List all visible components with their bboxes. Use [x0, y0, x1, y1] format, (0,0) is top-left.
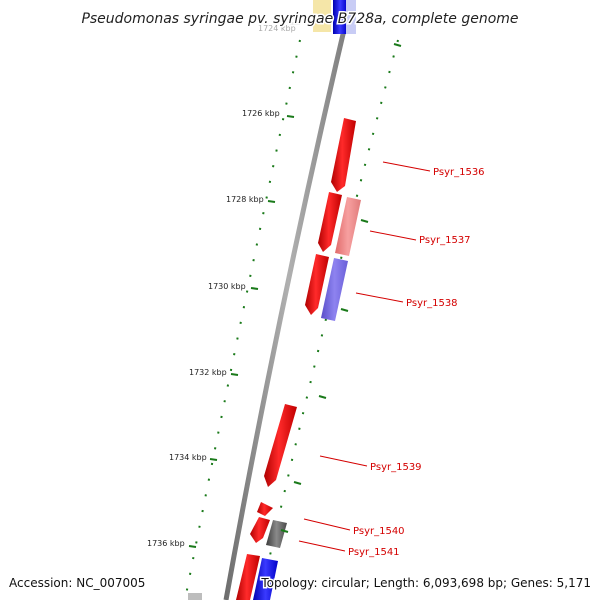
gene-label-psyr-1540: Psyr_1540 [353, 526, 405, 537]
gene-label-psyr-1538: Psyr_1538 [406, 298, 458, 309]
tick-1736: 1736 kbp [147, 539, 197, 548]
tick-label-1732: 1732 kbp [189, 368, 227, 377]
tick-label-1734: 1734 kbp [169, 453, 207, 462]
tick-1726: 1726 kbp [242, 109, 295, 118]
leader-psyr-1537: Psyr_1537 [369, 230, 471, 246]
gene-psyr-1537-red [318, 192, 342, 252]
accession-text: Accession: NC_007005 [9, 576, 145, 590]
tick-1734: 1734 kbp [169, 453, 218, 462]
gene-label-psyr-1539: Psyr_1539 [370, 462, 422, 473]
gene-psyr-1537-pink [335, 197, 361, 256]
tick-1728: 1728 kbp [226, 195, 276, 204]
gene-label-psyr-1536: Psyr_1536 [433, 167, 485, 178]
gene-psyr-1541-red [250, 517, 270, 543]
gene-top-lightblue [346, 0, 356, 34]
gene-psyr-1541-dark [266, 520, 287, 548]
tick-1724: 1724 kbp [258, 22, 300, 33]
gene-label-psyr-1537: Psyr_1537 [419, 235, 471, 246]
gene-bottom-grey [188, 593, 202, 600]
leader-psyr-1540: Psyr_1540 [303, 518, 405, 537]
gene-label-psyr-1541: Psyr_1541 [348, 547, 400, 558]
gene-psyr-1538-purple [321, 258, 348, 321]
tick-label-1736: 1736 kbp [147, 539, 185, 548]
leader-psyr-1539: Psyr_1539 [319, 455, 422, 473]
gene-psyr-1536 [331, 118, 356, 192]
topology-text: Topology: circular; Length: 6,093,698 bp… [260, 576, 591, 590]
tick-label-1726: 1726 kbp [242, 109, 280, 118]
leader-psyr-1536: Psyr_1536 [382, 161, 485, 178]
gene-bottom-blue [253, 558, 278, 600]
gene-top-yellow [313, 0, 331, 32]
inner-ring-dashes [280, 43, 402, 533]
leader-psyr-1538: Psyr_1538 [355, 292, 458, 309]
tick-1730: 1730 kbp [208, 282, 259, 291]
leader-psyr-1541: Psyr_1541 [298, 540, 400, 558]
gene-psyr-1538-red [305, 254, 329, 315]
gene-psyr-1539 [264, 404, 297, 487]
tick-1732: 1732 kbp [189, 368, 239, 377]
map-title: Pseudomonas syringae pv. syringae B728a,… [81, 11, 518, 27]
gene-bottom-red [236, 554, 260, 600]
tick-label-1728: 1728 kbp [226, 195, 264, 204]
gene-psyr-1540 [257, 502, 273, 516]
genome-backbone [223, 0, 354, 600]
gene-top-blue [333, 0, 347, 34]
tick-label-1724: 1724 kbp [258, 24, 296, 33]
tick-label-1730: 1730 kbp [208, 282, 246, 291]
